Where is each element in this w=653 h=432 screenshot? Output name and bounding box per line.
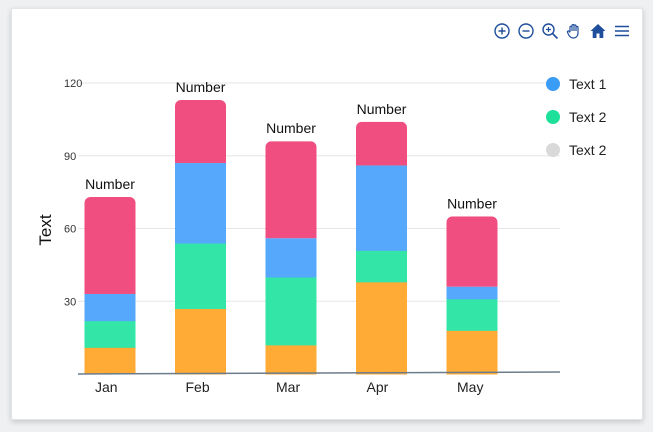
chart-toolbar: [493, 22, 631, 40]
y-tick-label: 30: [64, 296, 76, 308]
zoom-in-icon[interactable]: [493, 22, 511, 40]
bar-stack-jan[interactable]: [84, 196, 136, 375]
x-axis-line: [77, 371, 561, 375]
legend-item-3[interactable]: Text 2: [546, 139, 606, 161]
bar-segment[interactable]: [84, 320, 136, 348]
bar-segment[interactable]: [175, 243, 226, 310]
bar-segment[interactable]: [84, 347, 136, 375]
data-label: Number: [85, 176, 135, 192]
bar-segment[interactable]: [356, 165, 407, 251]
home-icon[interactable]: [589, 22, 607, 40]
bar-stack-mar[interactable]: [265, 141, 317, 375]
x-tick-label: May: [457, 379, 483, 395]
zoom-selection-icon[interactable]: [541, 22, 559, 40]
pan-hand-icon[interactable]: [565, 22, 583, 40]
bar-stack-apr[interactable]: [356, 121, 407, 375]
legend: Text 1 Text 2 Text 2: [546, 73, 606, 172]
bar-segment[interactable]: [265, 277, 317, 346]
bar-segment[interactable]: [356, 281, 407, 375]
data-labels: Number Number Number Number Number: [85, 79, 497, 211]
x-axis-ticks: Jan Feb Mar Apr May: [95, 379, 483, 395]
y-axis-label: Text: [36, 214, 55, 245]
x-tick-label: Mar: [276, 379, 300, 395]
bar-segment[interactable]: [446, 330, 498, 375]
legend-item-2[interactable]: Text 2: [546, 106, 606, 128]
legend-item-1[interactable]: Text 1: [546, 73, 606, 95]
menu-icon[interactable]: [613, 22, 631, 40]
data-label: Number: [176, 79, 226, 95]
x-tick-label: Apr: [367, 379, 389, 395]
zoom-out-icon[interactable]: [517, 22, 535, 40]
y-axis-ticks: 30 60 90 120: [64, 78, 82, 308]
data-label: Number: [447, 195, 497, 211]
x-tick-label: Jan: [95, 379, 118, 395]
bar-segment[interactable]: [446, 216, 498, 287]
y-tick-label: 90: [64, 151, 76, 163]
legend-label: Text 2: [569, 109, 607, 125]
bar-segment[interactable]: [265, 344, 317, 375]
bars: [84, 99, 498, 375]
legend-marker: [546, 77, 560, 91]
bar-segment[interactable]: [265, 238, 317, 278]
bar-stack-feb[interactable]: [175, 99, 226, 375]
bar-segment[interactable]: [356, 250, 407, 283]
bar-segment[interactable]: [175, 163, 226, 244]
bar-segment[interactable]: [84, 196, 136, 294]
y-tick-label: 60: [64, 224, 76, 236]
legend-marker: [546, 110, 560, 124]
y-tick-label: 120: [64, 78, 82, 90]
bar-segment[interactable]: [446, 298, 498, 331]
legend-label: Text 1: [569, 76, 607, 92]
bar-segment[interactable]: [175, 99, 226, 164]
legend-marker: [546, 143, 560, 157]
data-label: Number: [266, 120, 316, 136]
bar-segment[interactable]: [84, 293, 136, 322]
bar-segment[interactable]: [446, 286, 498, 300]
x-tick-label: Feb: [186, 379, 210, 395]
bar-segment[interactable]: [175, 308, 226, 375]
legend-label: Text 2: [569, 142, 607, 158]
bar-segment[interactable]: [356, 121, 407, 166]
data-label: Number: [357, 101, 407, 117]
bar-segment[interactable]: [265, 141, 317, 239]
bar-stack-may[interactable]: [446, 216, 498, 375]
